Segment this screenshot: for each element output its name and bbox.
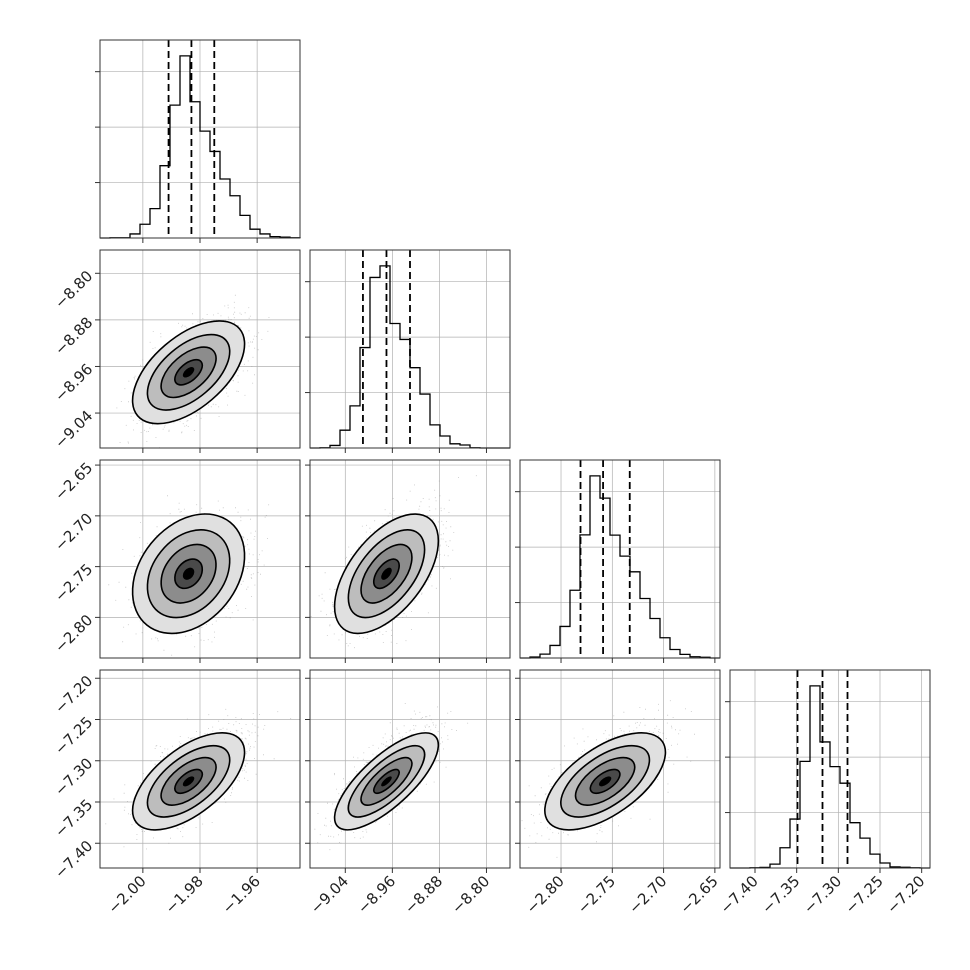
y-tick-label: −8.88 (51, 314, 96, 359)
scatter-panel-4-2 (305, 669, 511, 873)
y-tick-label: −2.70 (51, 509, 96, 554)
density-level-5 (182, 367, 195, 378)
contour-2 (146, 333, 231, 411)
contour-2 (146, 744, 231, 818)
y-tick-label: −2.65 (51, 459, 96, 504)
y-tick-label: −8.96 (51, 360, 96, 405)
x-tick-label: −2.65 (676, 872, 721, 917)
contour-3 (360, 756, 413, 806)
contour-1 (333, 513, 440, 635)
hist-panel-1 (95, 39, 301, 243)
axes-frame (519, 459, 721, 659)
axes-frame (729, 669, 931, 869)
histogram-line (310, 265, 510, 449)
contour-3 (160, 756, 217, 806)
contour-1 (333, 732, 440, 831)
x-tick-label: −2.00 (104, 872, 149, 917)
x-tick-label: −9.04 (307, 872, 352, 917)
x-tick-label: −8.96 (354, 872, 399, 917)
density-level-5 (182, 567, 195, 580)
contour-4 (372, 558, 400, 590)
density-level-5 (381, 567, 392, 580)
contour-2 (347, 744, 426, 818)
scatter-panel-3-2 (305, 459, 511, 663)
x-tick-label: −7.30 (800, 872, 845, 917)
x-tick-label: −8.88 (401, 872, 446, 917)
x-tick-label: −2.80 (523, 872, 568, 917)
contour-4 (174, 558, 204, 590)
contour-4 (174, 768, 204, 795)
contour-1 (131, 513, 246, 635)
contour-3 (360, 543, 413, 604)
contour-4 (174, 358, 204, 386)
histogram-line (520, 475, 720, 659)
density-level-5 (598, 776, 612, 787)
contour-4 (589, 768, 621, 795)
scatter-panel-4-1 (95, 669, 301, 873)
density-level-5 (182, 776, 195, 787)
contour-4 (372, 768, 400, 795)
y-tick-label: −7.20 (51, 672, 96, 717)
axes-frame (519, 669, 721, 869)
y-tick-label: −7.30 (51, 754, 96, 799)
scatter-panel-3-1 (95, 459, 301, 663)
contour-3 (160, 543, 217, 604)
x-tick-label: −7.40 (717, 872, 762, 917)
x-tick-label: −7.20 (883, 872, 928, 917)
y-tick-label: −8.80 (51, 267, 96, 312)
axes-frame (309, 669, 511, 869)
histogram-line (100, 55, 301, 239)
contour-2 (146, 529, 231, 619)
y-tick-label: −2.75 (51, 560, 96, 605)
scatter-panel-2-1 (95, 249, 301, 453)
contour-3 (574, 756, 636, 806)
histogram-line (730, 685, 930, 869)
y-tick-label: −9.04 (51, 407, 96, 452)
hist-panel-2 (305, 249, 511, 453)
axes-frame (309, 249, 511, 449)
hist-panel-3 (515, 459, 721, 663)
contour-1 (544, 732, 667, 831)
x-tick-label: −1.98 (162, 872, 207, 917)
x-tick-label: −7.25 (842, 872, 887, 917)
x-tick-label: −1.96 (219, 872, 264, 917)
axes-frame (309, 459, 511, 659)
density-level-5 (381, 776, 392, 787)
y-tick-label: −7.35 (51, 796, 96, 841)
y-tick-label: −7.25 (51, 713, 96, 758)
x-tick-label: −2.70 (625, 872, 670, 917)
contour-1 (131, 732, 246, 831)
contour-1 (131, 320, 246, 425)
y-tick-label: −2.80 (51, 611, 96, 656)
contour-2 (560, 744, 651, 818)
x-tick-label: −8.80 (448, 872, 493, 917)
contour-2 (347, 529, 426, 619)
hist-panel-4 (725, 669, 931, 873)
y-tick-label: −7.40 (51, 837, 96, 882)
contour-3 (160, 346, 217, 399)
x-tick-label: −2.75 (574, 872, 619, 917)
scatter-panel-4-3 (515, 669, 721, 873)
x-tick-label: −7.35 (758, 872, 803, 917)
